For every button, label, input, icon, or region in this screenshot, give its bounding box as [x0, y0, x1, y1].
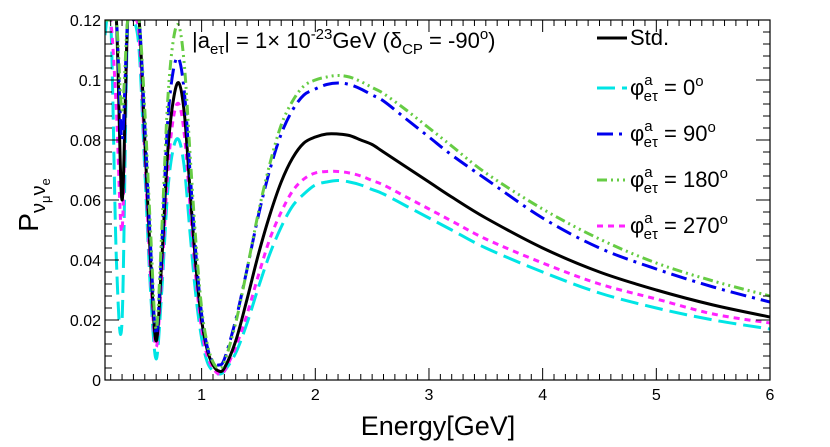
- svg-text:Pνμνe: Pνμνe: [13, 178, 53, 231]
- legend-label: φa eτ = 90o: [630, 118, 716, 151]
- legend-label: φa eτ = 180o: [630, 164, 728, 197]
- y-tick-label: 0.12: [70, 13, 101, 30]
- y-tick-label: 0.04: [70, 253, 101, 270]
- x-tick-label: 6: [766, 387, 775, 404]
- y-tick-label: 0.06: [70, 193, 101, 210]
- y-tick-label: 0.1: [79, 73, 101, 90]
- chart-title: |aeτ| = 1× 10-23GeV (δCP = -90o): [192, 26, 495, 58]
- y-tick-label: 0: [92, 373, 101, 390]
- x-axis-label: Energy[GeV]: [361, 411, 516, 441]
- plot-frame: [104, 19, 771, 381]
- series-layer: [105, 20, 770, 376]
- legend-label: Std.: [630, 25, 669, 50]
- series-line-phi-270: [105, 20, 770, 376]
- y-axis-label: Pνμνe: [13, 178, 53, 231]
- x-tick-label: 5: [652, 387, 661, 404]
- x-tick-label: 4: [538, 387, 547, 404]
- x-tick-label: 2: [311, 387, 320, 404]
- legend: Std. φa eτ = 0o φa eτ = 90o φa eτ = 180o φa eτ =…: [597, 25, 728, 243]
- legend-label: φa eτ = 270o: [630, 210, 728, 243]
- y-tick-label: 0.02: [70, 313, 101, 330]
- series-line-phi-180: [105, 20, 770, 370]
- x-tick-label: 1: [197, 387, 206, 404]
- tick-layer: 1 2 3 4 5 6 0 0.02 0.04 0.06 0.08 0.1 0.12: [70, 13, 775, 404]
- y-tick-label: 0.08: [70, 133, 101, 150]
- legend-label: φa eτ = 0o: [630, 72, 704, 105]
- series-line-phi-90: [105, 20, 770, 367]
- x-tick-label: 3: [425, 387, 434, 404]
